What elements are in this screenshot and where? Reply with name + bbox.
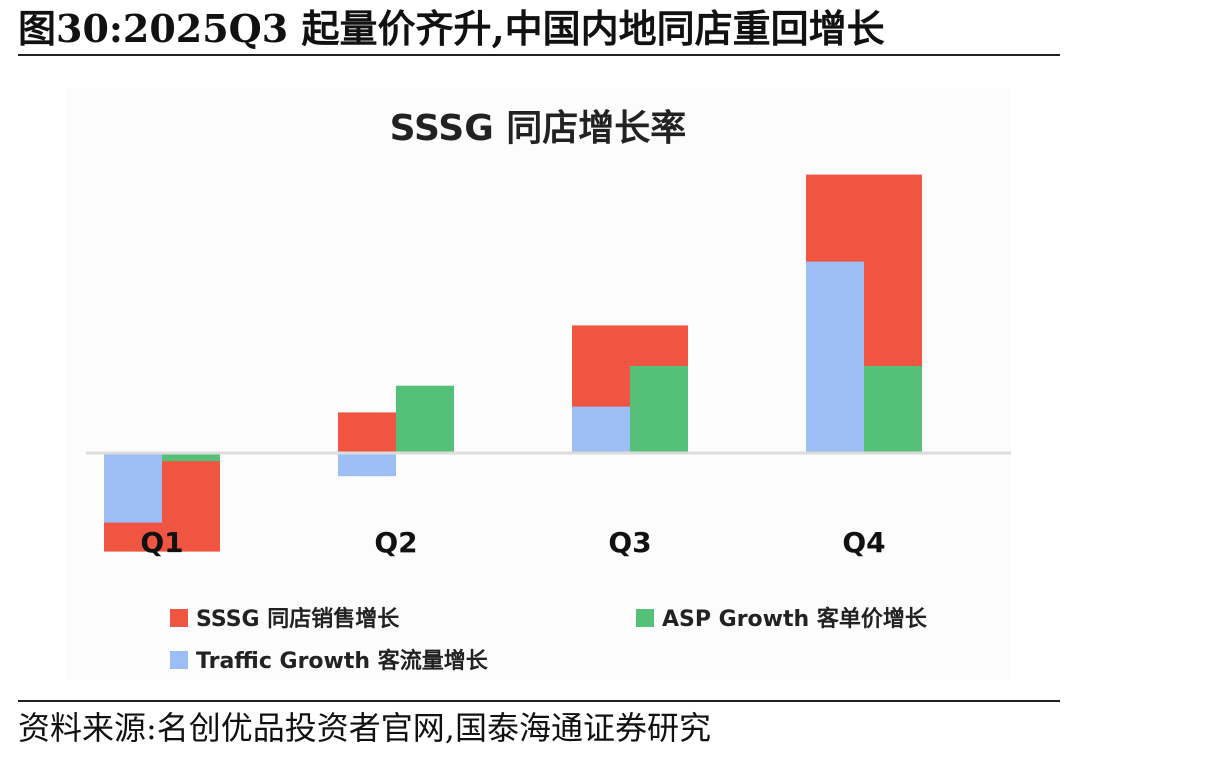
traffic-bar-q2 — [338, 453, 396, 477]
category-label-q4: Q4 — [842, 526, 885, 559]
legend-swatch-asp — [636, 609, 654, 627]
title-rule — [18, 54, 1060, 56]
legend-swatch-traffic — [170, 651, 188, 669]
asp-bar-q4 — [864, 366, 922, 453]
category-label-q2: Q2 — [374, 526, 417, 559]
traffic-bar-q3 — [572, 406, 630, 453]
asp-bar-q3 — [630, 366, 688, 453]
source-note: 资料来源:名创优品投资者官网,国泰海通证券研究 — [18, 709, 711, 747]
legend: SSSG 同店销售增长 ASP Growth 客单价增长 Traffic Growt… — [170, 606, 928, 674]
sssg-chart: SSSG 同店增长率 Q1 Q2 Q3 Q4 SSSG 同店销售增长 ASP Growt… — [86, 108, 1011, 674]
category-label-q1: Q1 — [140, 526, 183, 559]
sssg-bar-right-q1 — [162, 453, 220, 552]
traffic-bar-q1 — [104, 453, 162, 523]
chart-title: SSSG 同店增长率 — [390, 108, 687, 149]
category-labels: Q1 Q2 Q3 Q4 — [140, 526, 885, 559]
traffic-bar-q4 — [806, 261, 864, 453]
asp-bar-q2 — [396, 385, 454, 453]
sssg-bar-left-q2 — [338, 412, 396, 453]
legend-label-asp: ASP Growth 客单价增长 — [662, 606, 928, 632]
legend-label-sssg: SSSG 同店销售增长 — [196, 606, 400, 632]
legend-swatch-sssg — [170, 609, 188, 627]
source-rule — [18, 700, 1060, 702]
category-label-q3: Q3 — [608, 526, 651, 559]
legend-label-traffic: Traffic Growth 客流量增长 — [196, 648, 489, 674]
figure-title: 图30:2025Q3 起量价齐升,中国内地同店重回增长 — [18, 6, 885, 51]
bars-group — [104, 174, 922, 552]
asp-bar-q1 — [162, 453, 220, 462]
chart-panel: SSSG 同店增长率 Q1 Q2 Q3 Q4 SSSG 同店销售增长 ASP Growt… — [66, 88, 1011, 680]
